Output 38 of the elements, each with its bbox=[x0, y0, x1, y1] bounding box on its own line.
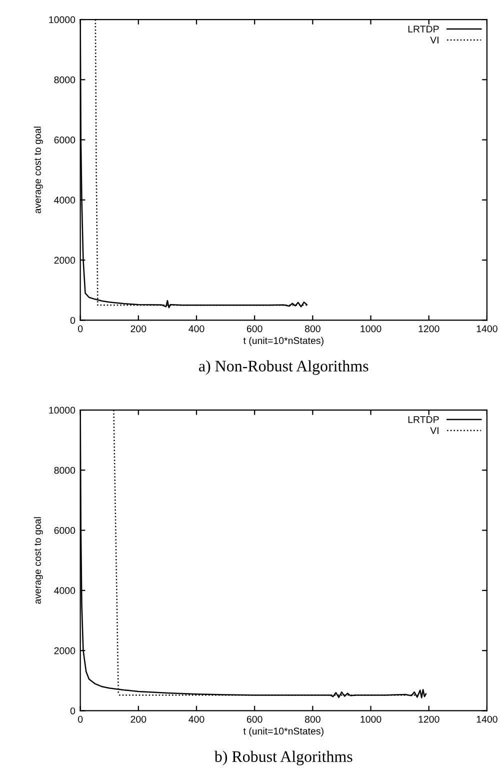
x-tick-label: 1000 bbox=[360, 716, 382, 723]
legend-label: LRTDP bbox=[408, 416, 439, 423]
x-tick-label: 800 bbox=[304, 716, 320, 723]
x-tick-label: 1000 bbox=[360, 325, 382, 332]
y-tick-label: 4000 bbox=[54, 196, 76, 204]
x-axis-title: t (unit=10*nStates) bbox=[243, 336, 324, 346]
x-axis-title: t (unit=10*nStates) bbox=[243, 727, 324, 736]
x-tick-label: 600 bbox=[246, 716, 262, 723]
x-tick-label: 800 bbox=[304, 325, 320, 332]
x-tick-label: 200 bbox=[130, 325, 146, 332]
x-tick-label: 600 bbox=[246, 325, 262, 332]
y-tick-label: 6000 bbox=[54, 136, 76, 144]
y-axis-title: average cost to goal bbox=[34, 517, 43, 604]
x-tick-label: 400 bbox=[188, 716, 204, 723]
x-tick-label: 1400 bbox=[476, 716, 498, 723]
y-tick-label: 2000 bbox=[54, 256, 76, 264]
y-tick-label: 0 bbox=[70, 316, 76, 324]
y-tick-label: 8000 bbox=[54, 466, 76, 474]
y-tick-label: 8000 bbox=[54, 76, 76, 84]
y-tick-label: 2000 bbox=[54, 647, 76, 654]
x-tick-label: 0 bbox=[78, 325, 83, 332]
y-tick-label: 10000 bbox=[49, 406, 76, 414]
x-tick-label: 400 bbox=[188, 325, 204, 332]
y-tick-label: 4000 bbox=[54, 587, 76, 594]
x-tick-label: 1200 bbox=[418, 325, 440, 332]
y-axis-title: average cost to goal bbox=[34, 126, 43, 214]
legend-label: LRTDP bbox=[408, 26, 439, 32]
x-tick-label: 0 bbox=[78, 716, 83, 723]
text: a) Non-Robust Algorithms bbox=[199, 360, 368, 375]
y-tick-label: 0 bbox=[70, 707, 76, 714]
x-tick-label: 200 bbox=[130, 716, 146, 723]
x-tick-label: 1200 bbox=[418, 716, 440, 723]
legend-label: VI bbox=[430, 427, 438, 434]
legend-label: VI bbox=[430, 36, 438, 44]
text: b) Robust Algorithms bbox=[214, 750, 352, 766]
y-tick-label: 10000 bbox=[49, 16, 76, 24]
x-tick-label: 1400 bbox=[476, 325, 498, 332]
y-tick-label: 6000 bbox=[54, 527, 76, 534]
